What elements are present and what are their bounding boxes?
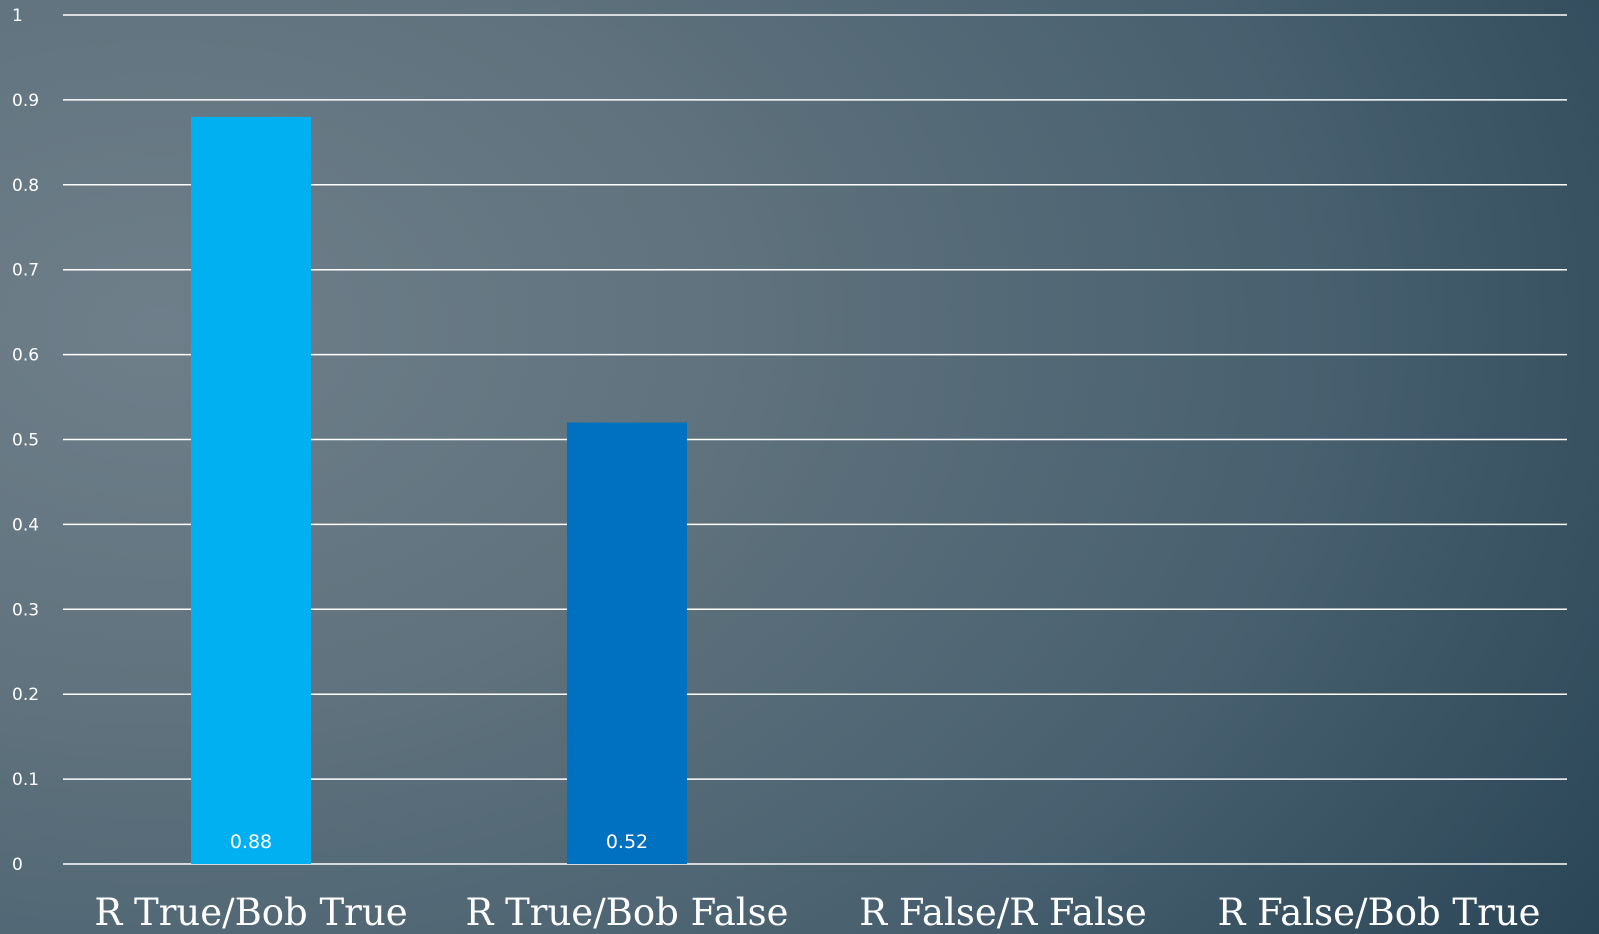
data-label: 0.52 xyxy=(606,831,648,853)
x-tick-label: R True/Bob True xyxy=(94,891,407,934)
x-tick-label: R False/Bob True xyxy=(1217,891,1540,934)
y-tick-label: 1 xyxy=(12,6,23,26)
y-tick-label: 0.1 xyxy=(12,770,39,790)
y-tick-label: 0.9 xyxy=(12,91,39,111)
y-tick-label: 0.6 xyxy=(12,346,39,366)
gridlines xyxy=(63,14,1567,865)
bar xyxy=(567,422,687,864)
x-tick-label: R True/Bob False xyxy=(465,891,788,934)
bars xyxy=(191,116,687,864)
bar xyxy=(191,116,311,864)
data-label: 0.88 xyxy=(230,831,272,853)
y-tick-label: 0.4 xyxy=(12,515,39,535)
y-tick-label: 0.3 xyxy=(12,600,39,620)
data-labels: 0.88 0.52 xyxy=(230,831,648,853)
y-axis-ticks: 0 0.1 0.2 0.3 0.4 0.5 0.6 0.7 0.8 0.9 1 xyxy=(12,6,39,875)
y-tick-label: 0.8 xyxy=(12,176,39,196)
y-tick-label: 0.7 xyxy=(12,261,39,281)
y-tick-label: 0 xyxy=(12,855,23,875)
x-axis-ticks: R True/Bob True R True/Bob False R False/R… xyxy=(94,891,1540,934)
y-tick-label: 0.5 xyxy=(12,431,39,451)
x-tick-label: R False/R False xyxy=(859,891,1147,934)
y-tick-label: 0.2 xyxy=(12,685,39,705)
